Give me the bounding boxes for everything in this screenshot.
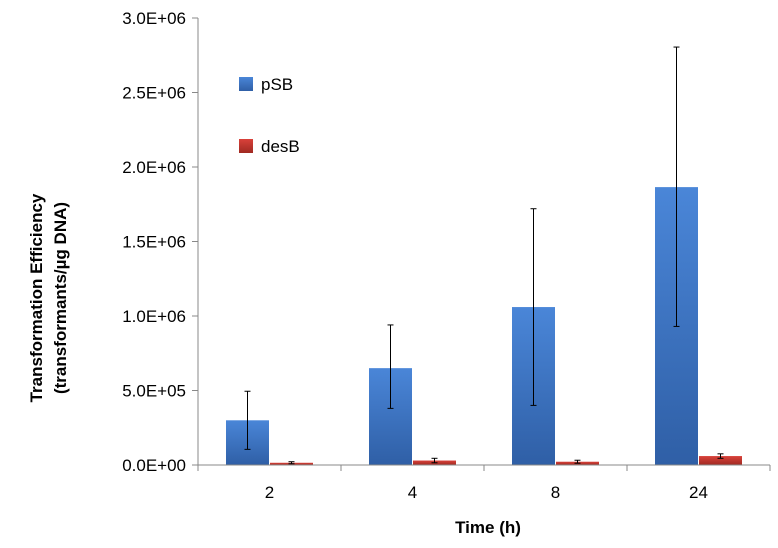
x-tick-label: 8 xyxy=(551,483,560,502)
legend-swatch-desB xyxy=(239,139,253,153)
legend: pSB desB xyxy=(239,75,300,156)
y-tick-label: 5.0E+05 xyxy=(122,382,186,401)
y-axis-title-line1: Transformation Efficiency xyxy=(27,193,46,402)
y-axis-title: Transformation Efficiency (transformants… xyxy=(27,193,70,402)
bars xyxy=(226,187,742,466)
x-axis-title: Time (h) xyxy=(455,518,521,537)
y-tick-label: 1.5E+06 xyxy=(122,233,186,252)
legend-label-pSB: pSB xyxy=(261,75,293,94)
x-tick-label: 24 xyxy=(689,483,708,502)
legend-swatch-pSB xyxy=(239,77,253,91)
x-tick-label: 4 xyxy=(408,483,417,502)
legend-label-desB: desB xyxy=(261,137,300,156)
y-axis-title-line2: (transformants/µg DNA) xyxy=(51,202,70,394)
bar-desB-24 xyxy=(699,456,742,465)
y-tick-label: 1.0E+06 xyxy=(122,307,186,326)
y-tick-label: 0.0E+00 xyxy=(122,456,186,475)
y-tick-label: 2.5E+06 xyxy=(122,84,186,103)
y-tick-label: 3.0E+06 xyxy=(122,9,186,28)
y-axis-ticks: 0.0E+00 5.0E+05 1.0E+06 1.5E+06 2.0E+06 2.5E+… xyxy=(122,9,198,475)
error-bars xyxy=(244,46,724,465)
x-axis-ticks: 2 4 8 24 xyxy=(197,465,771,502)
y-tick-label: 2.0E+06 xyxy=(122,158,186,177)
x-tick-label: 2 xyxy=(265,483,274,502)
